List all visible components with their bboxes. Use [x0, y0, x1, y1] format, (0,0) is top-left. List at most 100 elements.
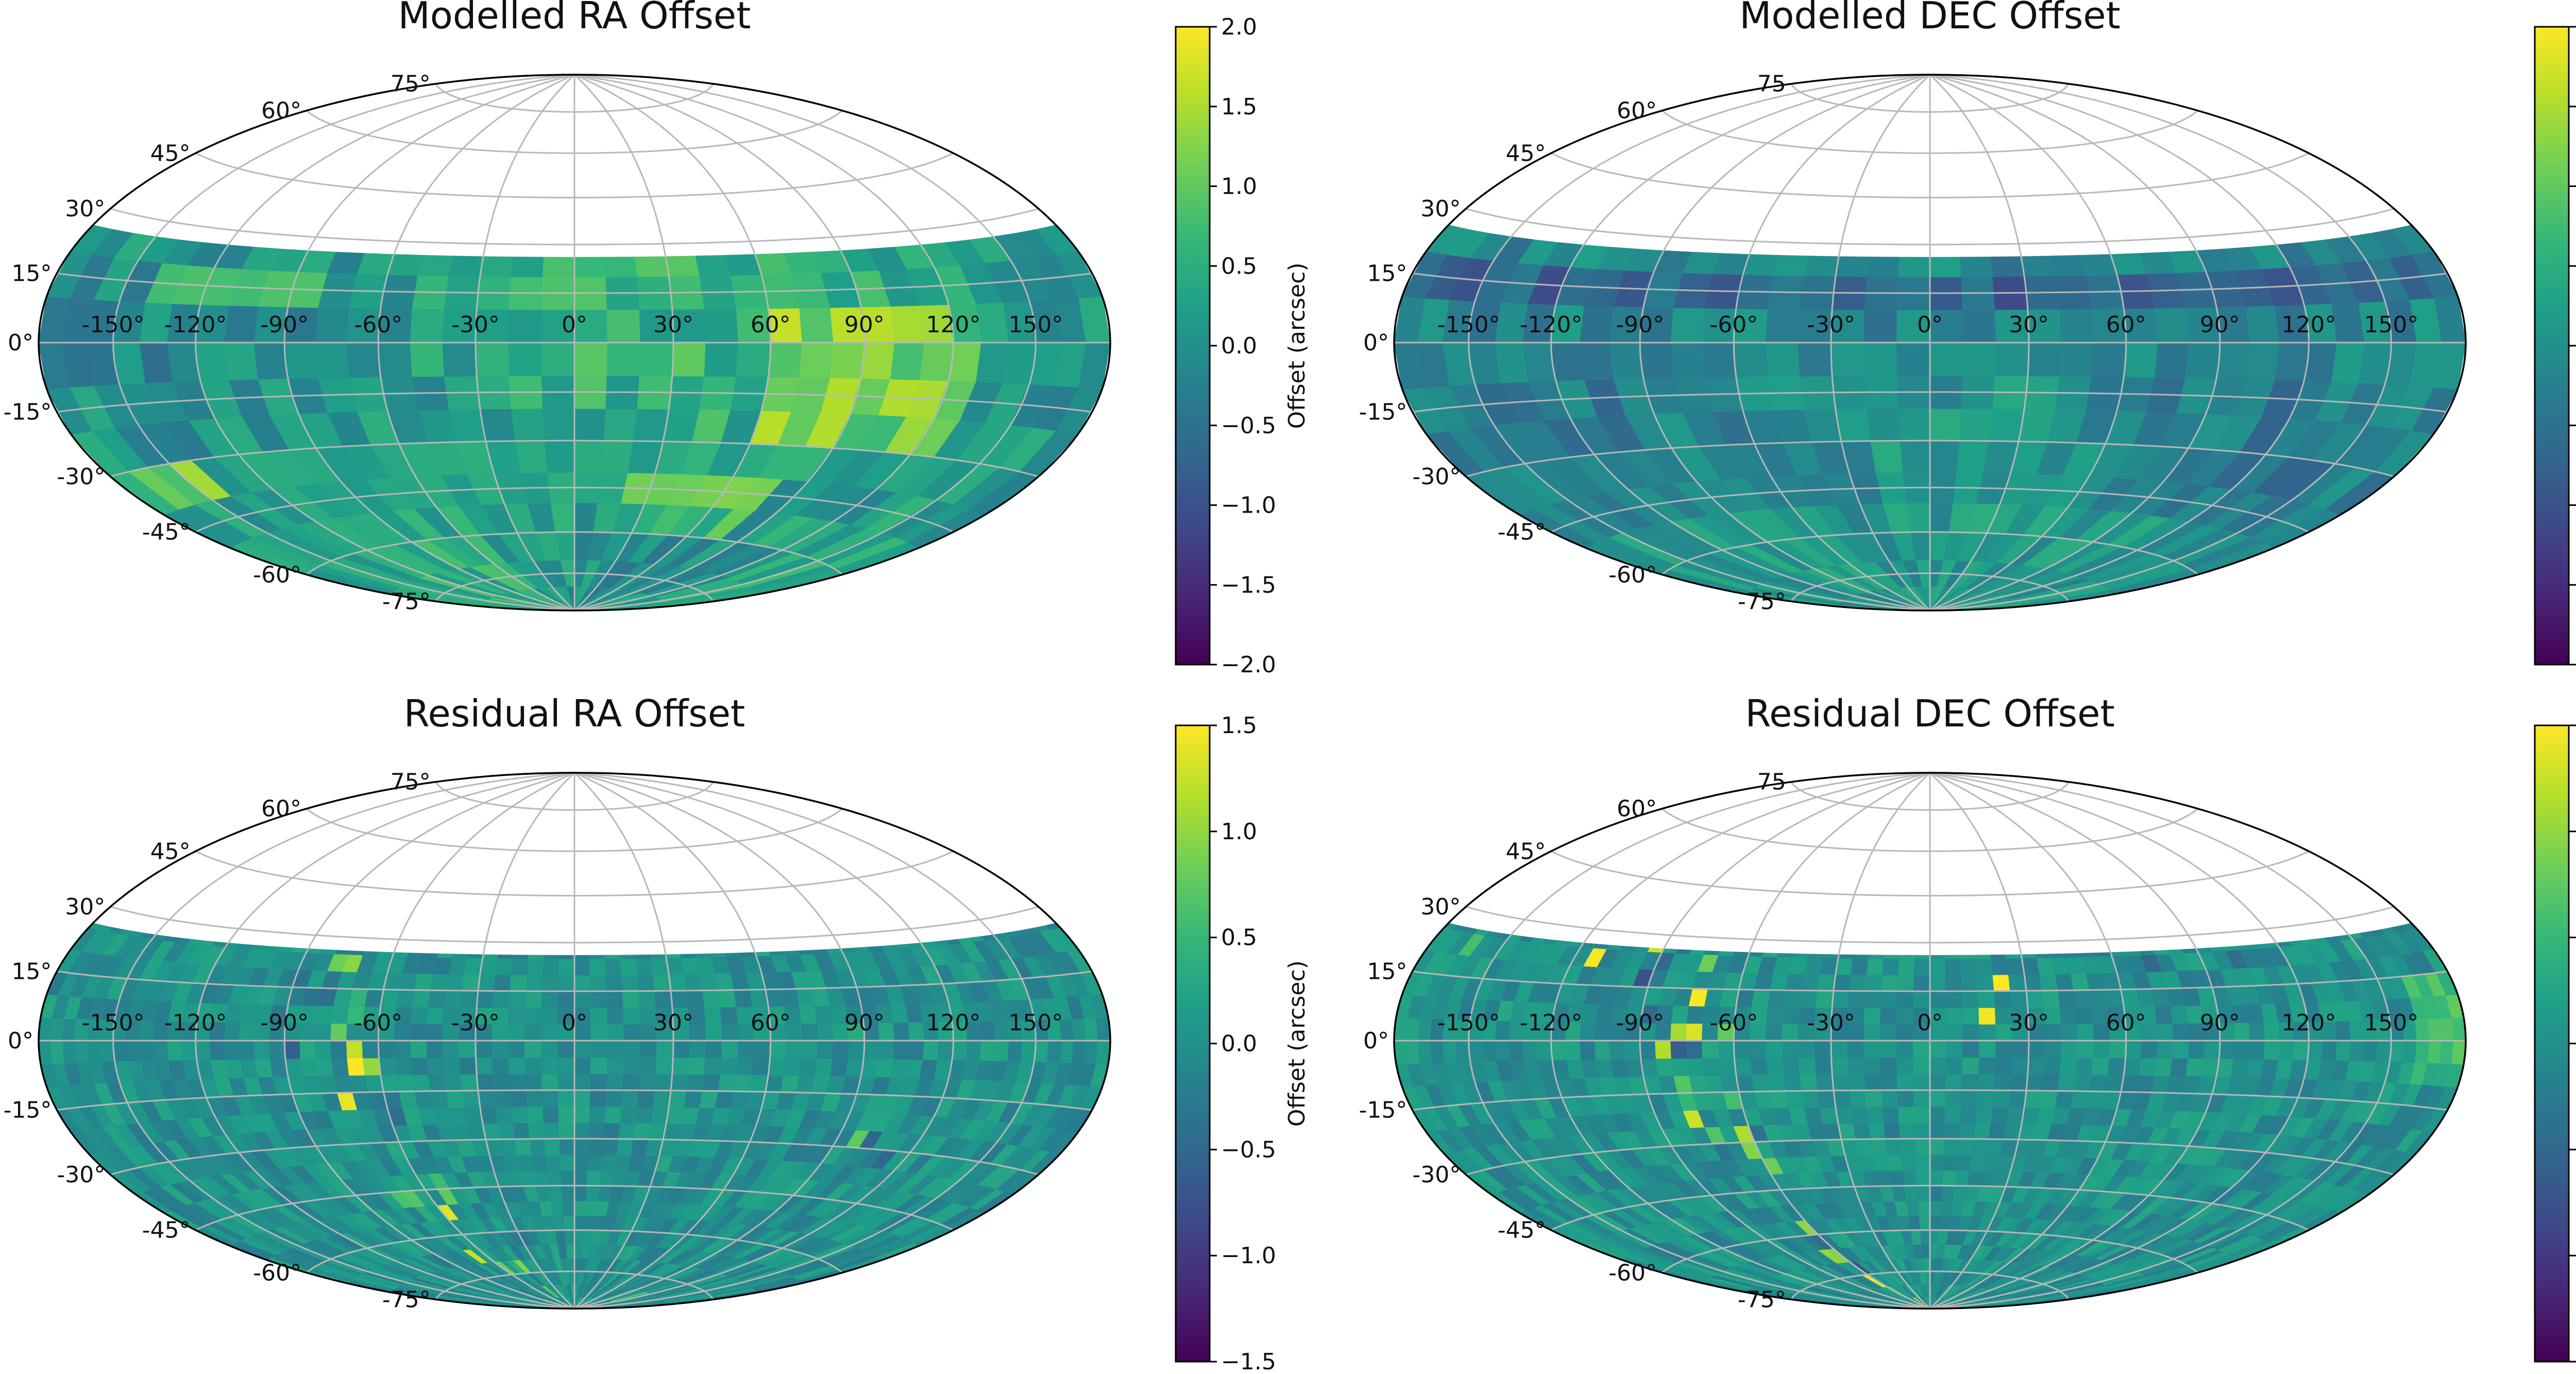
heatmap-cell	[574, 257, 607, 278]
heatmap-cell	[585, 1185, 600, 1201]
heatmap-cell	[2050, 255, 2087, 277]
colorbar-tick-label: −2.0	[1221, 652, 1276, 678]
heatmap-cell	[2028, 1040, 2046, 1058]
meridian-line	[1830, 772, 1931, 1310]
heatmap-cell	[2057, 990, 2077, 1008]
heatmap-cell	[2434, 342, 2466, 390]
heatmap-cell	[1007, 1040, 1023, 1062]
meridian-line	[112, 772, 575, 1310]
lat-tick-label: 30°	[65, 196, 105, 222]
heatmap-cell	[2203, 1040, 2221, 1059]
heatmap-cell	[603, 1122, 621, 1140]
heatmap-cell	[993, 1040, 1010, 1061]
lon-tick-label: -150°	[82, 312, 145, 338]
heatmap-cell	[2248, 1040, 2266, 1060]
heatmap-cell	[1647, 947, 1665, 953]
heatmap-cell	[1880, 1073, 1899, 1091]
heatmap-cell	[1767, 1074, 1787, 1092]
heatmap-cell	[574, 1057, 591, 1074]
heatmap-cell	[1442, 1040, 1458, 1063]
heatmap-cell	[606, 1007, 624, 1025]
heatmap-cell	[574, 1169, 588, 1186]
lon-tick-label: -150°	[1437, 312, 1500, 338]
heatmap-cell	[544, 440, 575, 473]
heatmap-cell	[2307, 1040, 2324, 1061]
heatmap-cell	[1896, 1007, 1914, 1025]
heatmap-cell	[1962, 342, 1996, 377]
lat-tick-label: -45°	[142, 1217, 191, 1244]
heatmap-cell	[2027, 342, 2062, 377]
heatmap-cell	[1976, 1090, 1995, 1107]
heatmap-cell	[1942, 1169, 1958, 1186]
heatmap-cell	[2185, 1058, 2205, 1077]
heatmap-cell	[2223, 945, 2240, 952]
heatmap-cell	[2172, 1040, 2190, 1059]
heatmap-cell	[2059, 1057, 2078, 1075]
heatmap-cell	[1792, 953, 1809, 958]
heatmap-cell	[348, 951, 366, 956]
lon-tick-label: -120°	[1520, 312, 1583, 338]
heatmap-cell	[284, 1040, 301, 1059]
heatmap-cell	[541, 1024, 558, 1041]
meridian-line	[112, 74, 575, 612]
heatmap-cell	[1960, 958, 1978, 975]
heatmap-cell	[639, 1057, 657, 1075]
heatmap-cell	[543, 955, 560, 959]
heatmap-cell	[1580, 342, 1614, 380]
heatmap-cell	[567, 1258, 575, 1272]
heatmap-cell	[2026, 1073, 2044, 1091]
heatmap-cell	[1405, 1040, 1420, 1064]
lon-tick-label: 120°	[2281, 1010, 2336, 1036]
colorbar-label: Offset (arcsec)	[1284, 960, 1310, 1127]
heatmap-cell	[1994, 342, 2029, 377]
heatmap-cell	[1929, 1090, 1947, 1107]
heatmap-cell	[492, 1040, 509, 1058]
heatmap-cell	[482, 954, 499, 959]
heatmap-cell	[863, 1040, 880, 1059]
heatmap-cell	[574, 342, 608, 376]
heatmap-cell	[1550, 342, 1585, 381]
lon-tick-label: 90°	[844, 1010, 885, 1036]
meridian-line	[474, 74, 575, 612]
lon-tick-label: 0°	[562, 312, 587, 338]
heatmap-cell	[513, 955, 530, 959]
lon-tick-label: -60°	[354, 1010, 402, 1036]
heatmap-cell	[1847, 1057, 1866, 1075]
heatmap-cell	[1913, 1090, 1930, 1107]
heatmap-cell	[1865, 1090, 1884, 1107]
heatmap-cell	[769, 951, 786, 956]
heatmap-cell	[511, 958, 529, 975]
heatmap-cell	[1866, 1106, 1885, 1124]
meridian-line	[1929, 772, 2310, 1310]
heatmap-cell	[1751, 1074, 1771, 1092]
heatmap-cell	[1866, 408, 1901, 442]
heatmap-cell	[1831, 1057, 1849, 1075]
lat-tick-label: 0°	[8, 330, 33, 356]
heatmap-cell	[710, 953, 727, 958]
heatmap-cell	[965, 1040, 982, 1061]
heatmap-cell	[801, 1023, 819, 1041]
heatmap-cell	[606, 1073, 624, 1091]
heatmap-cell	[684, 1090, 703, 1108]
lat-tick-label: -15°	[1359, 1097, 1408, 1124]
heatmap-cell	[1897, 1090, 1915, 1107]
heatmap-cell	[442, 1040, 460, 1058]
heatmap-cell	[1929, 342, 1963, 376]
heatmap-cell	[1945, 1106, 1962, 1124]
heatmap-cell	[1922, 1258, 1930, 1272]
lon-tick-label: 120°	[926, 312, 980, 338]
lat-tick-label: -15°	[4, 399, 52, 426]
heatmap-cell	[542, 408, 575, 442]
heatmap-cell	[721, 1023, 739, 1041]
heatmap-cell	[410, 1006, 429, 1025]
heatmap-cell	[2026, 990, 2044, 1008]
heatmap-cell	[527, 958, 545, 975]
heatmap-cell	[1565, 1040, 1582, 1060]
heatmap-cell	[541, 1040, 558, 1058]
lat-tick-label: 45°	[1506, 140, 1546, 166]
heatmap-cell	[1929, 440, 1960, 473]
heatmap-cell	[1902, 1169, 1918, 1186]
heatmap-cell	[1702, 1057, 1721, 1076]
lon-tick-label: 0°	[562, 1010, 587, 1036]
